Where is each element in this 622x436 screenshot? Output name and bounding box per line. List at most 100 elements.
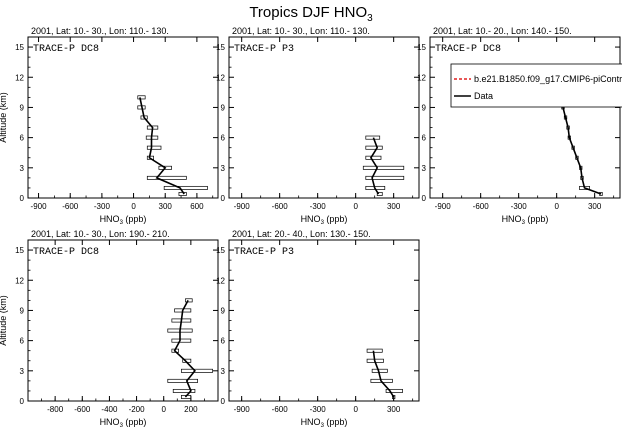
error-bar [365,155,382,160]
data-line [369,137,380,195]
panel-header: 2001, Lat: 10.- 30., Lon: 110.- 130. [31,26,169,36]
campaign-label: TRACE-P DC8 [435,44,501,55]
y-tick-label: 0 [20,397,25,406]
plot-frame [228,239,420,402]
plot-frame [27,36,219,199]
y-tick-label: 3 [20,367,25,376]
x-axis-title-main: HNO [301,417,321,427]
series-data [137,95,208,196]
y-tick-label: 3 [422,164,427,173]
y-tick-label: 9 [221,103,226,112]
y-tick-label: 12 [417,73,426,82]
y-tick-label: 12 [15,276,24,285]
x-tick-label: 300 [387,405,401,414]
data-line [372,350,395,398]
x-tick-label: -300 [310,202,327,211]
error-bar [365,145,383,150]
x-tick-label: 200 [184,405,198,414]
x-tick-label: -200 [129,405,146,414]
x-tick-label: -400 [101,405,118,414]
panel-header: 2001, Lat: 10.- 30., Lon: 110.- 130. [232,26,370,36]
y-axis-title: Altitude (km) [0,295,8,346]
figure-title-subscript: 3 [367,13,373,24]
error-bar [167,378,198,383]
x-tick-label: -600 [272,202,289,211]
y-tick-label: 6 [221,337,226,346]
error-bar [392,395,396,399]
series-data [366,348,403,399]
x-axis-title-unit: (ppb) [123,417,147,427]
error-bar [376,192,383,196]
campaign-label: TRACE-P P3 [234,247,294,258]
campaign-label: TRACE-P DC8 [33,247,99,258]
x-axis-title-unit: (ppb) [324,214,348,224]
data-line [173,300,196,398]
error-bar [371,368,388,373]
x-axis-title-subscript: 3 [321,423,325,429]
error-bar [146,175,187,180]
y-tick-label: 3 [20,164,25,173]
x-axis-title: HNO3 (ppb) [100,214,147,226]
x-tick-label: -600 [62,202,79,211]
x-axis-title-main: HNO [502,214,522,224]
x-axis-title-unit: (ppb) [324,417,348,427]
error-bar [366,348,383,353]
x-tick-label: 300 [588,202,602,211]
error-bar [365,175,405,180]
error-bar [146,145,162,150]
y-tick-label: 15 [216,246,225,255]
x-tick-label: 0 [353,202,358,211]
chart-panel-1: 2001, Lat: 10.- 30., Lon: 110.- 130. TRAC… [0,26,219,226]
panel-header: 2001, Lat: 10.- 30., Lon: 190.- 210. [31,229,170,239]
x-axis-title-subscript: 3 [120,423,124,429]
chart-panel-3: 2001, Lat: 10.- 20., Lon: 140.- 150. TRAC… [417,26,622,226]
panel-header: 2001, Lat: 20.- 40., Lon: 130.- 150. [232,229,371,239]
y-tick-label: 0 [422,194,427,203]
x-axis-title-subscript: 3 [321,220,325,226]
y-tick-label: 0 [221,397,226,406]
legend-label-data: Data [474,91,493,101]
x-tick-label: -600 [272,405,289,414]
legend: b.e21.B1850.f09_g17.CMIP6-piControl.001 D… [450,63,622,108]
error-bar [181,368,213,373]
x-axis-title: HNO3 (ppb) [502,214,549,226]
x-axis-title-subscript: 3 [120,220,124,226]
y-tick-label: 9 [20,103,25,112]
legend-label-model: b.e21.B1850.f09_g17.CMIP6-piControl.001 [474,74,622,84]
x-tick-label: 600 [190,202,204,211]
x-axis-title-subscript: 3 [522,220,526,226]
plot-frame [429,36,621,199]
x-axis-title-main: HNO [301,214,321,224]
x-tick-label: -800 [47,405,64,414]
series-data [362,135,405,196]
x-axis-title-unit: (ppb) [525,214,549,224]
panel-header: 2001, Lat: 10.- 20., Lon: 140.- 150. [433,26,572,36]
y-axis-title: Altitude (km) [0,92,8,143]
x-tick-label: -600 [473,202,490,211]
campaign-label: TRACE-P P3 [234,44,294,55]
plot-frame [228,36,420,199]
y-tick-label: 15 [15,43,24,52]
x-tick-label: -300 [511,202,528,211]
x-tick-label: 0 [353,405,358,414]
x-tick-label: -900 [435,202,452,211]
data-line [559,97,602,195]
y-tick-label: 3 [221,164,226,173]
x-axis-title: HNO3 (ppb) [301,214,348,226]
series-data [167,298,213,399]
y-tick-label: 6 [221,134,226,143]
y-tick-label: 12 [216,276,225,285]
x-tick-label: 300 [387,202,401,211]
x-tick-label: 300 [159,202,173,211]
x-axis-title-main: HNO [100,417,120,427]
x-axis-title-main: HNO [100,214,120,224]
x-tick-label: -300 [94,202,111,211]
y-tick-label: 12 [216,73,225,82]
y-tick-label: 3 [221,367,226,376]
y-tick-label: 9 [20,306,25,315]
error-bar [385,388,403,393]
y-tick-label: 15 [15,246,24,255]
y-tick-label: 6 [20,337,25,346]
x-axis-title: HNO3 (ppb) [301,417,348,429]
